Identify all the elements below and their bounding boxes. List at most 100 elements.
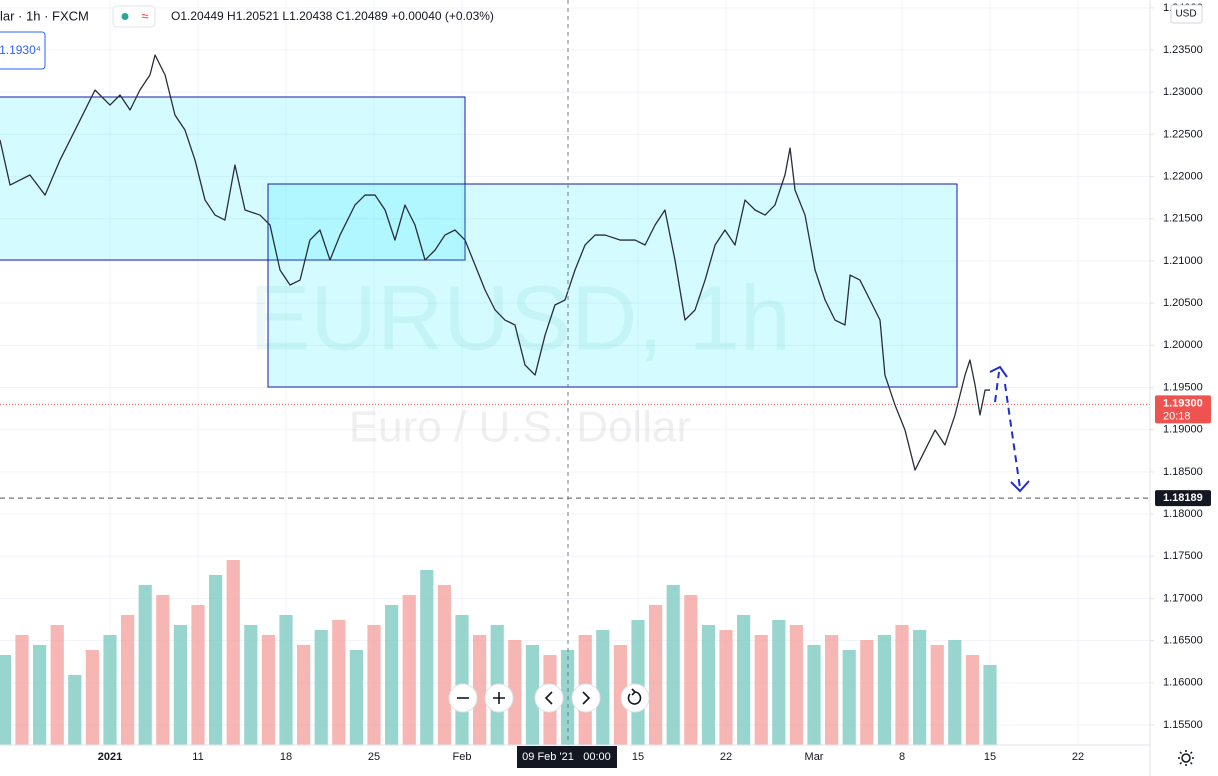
x-tick-label: Mar <box>805 751 824 763</box>
volume-bar <box>789 625 804 745</box>
ohlc: O1.20449 H1.20521 L1.20438 C1.20489 +0.0… <box>171 9 494 23</box>
drawing-rectangle[interactable] <box>267 183 958 388</box>
badge-text: ≈ <box>141 8 148 23</box>
scroll-left[interactable] <box>534 683 564 713</box>
watermark: EURUSD, 1h <box>249 267 791 369</box>
volume-bar <box>156 595 170 745</box>
volume-bar <box>138 585 152 745</box>
status-dot <box>121 13 129 20</box>
volume-bar <box>121 615 135 745</box>
volume-bar <box>473 635 487 745</box>
x-tick-label: 22 <box>720 751 732 763</box>
volume-bar <box>913 630 927 745</box>
y-tick-label: 1.20000 <box>1163 339 1203 351</box>
crosshair-date: 09 Feb '21 <box>522 751 574 763</box>
last-price-label: 1.19300 <box>1163 397 1203 409</box>
x-tick-label: 8 <box>899 751 905 763</box>
volume-bar <box>261 635 276 745</box>
volume-bar <box>719 630 733 745</box>
y-tick-label: 1.19500 <box>1163 381 1203 393</box>
volume-bar <box>68 675 82 745</box>
volume-bar <box>385 605 399 745</box>
volume-bar <box>50 625 64 745</box>
volume-bar <box>613 645 628 745</box>
x-tick-label: Feb <box>453 751 472 763</box>
volume-bar <box>983 665 997 745</box>
volume-bar <box>596 630 610 745</box>
volume-bar <box>402 595 416 745</box>
volume-bar <box>349 650 364 745</box>
y-tick-label: 1.17500 <box>1163 550 1203 562</box>
drawing-arrow[interactable] <box>994 371 1021 489</box>
scroll-right[interactable] <box>571 683 601 713</box>
symbol[interactable]: lar · 1h · FXCM <box>0 8 89 23</box>
settings[interactable] <box>1178 750 1194 766</box>
x-tick-label: 2021 <box>98 751 122 763</box>
volume-bar <box>965 655 980 745</box>
y-tick-label: 1.23500 <box>1163 44 1203 56</box>
volume-bar <box>15 635 29 745</box>
volume-bar <box>279 615 293 745</box>
currency: USD <box>1175 9 1196 20</box>
countdown: 20:18 <box>1163 410 1191 422</box>
y-tick-label: 1.16500 <box>1163 635 1203 647</box>
volume-bar <box>807 645 821 745</box>
volume-bar <box>772 620 786 745</box>
currency-button[interactable] <box>1170 4 1203 24</box>
volume-bar <box>437 585 452 745</box>
x-tick-label: 11 <box>192 751 203 763</box>
plot <box>0 54 1150 499</box>
x-tick-label: 15 <box>984 751 996 763</box>
x-tick-label: 15 <box>632 751 644 763</box>
reset[interactable] <box>620 683 650 713</box>
volume-bar <box>684 595 698 745</box>
volume-bar <box>33 645 47 745</box>
level-label: 1.18189 <box>1163 492 1203 504</box>
volume-bar <box>332 620 346 745</box>
volume <box>0 560 997 745</box>
price-box-text: 1.1930⁴ <box>0 43 41 57</box>
volume-bar <box>314 630 328 745</box>
volume-bar <box>367 625 381 745</box>
volume-bar <box>103 635 117 745</box>
watermark-sub: Euro / U.S. Dollar <box>349 403 691 452</box>
y-tick-label: 1.18000 <box>1163 508 1203 520</box>
nav-icons <box>457 688 642 705</box>
volume-bar <box>877 635 892 745</box>
y-tick-label: 1.22500 <box>1163 128 1203 140</box>
volume-bar <box>948 640 962 745</box>
y-tick-label: 1.20500 <box>1163 297 1203 309</box>
y-tick-label: 1.16000 <box>1163 677 1203 689</box>
volume-bar <box>297 645 311 745</box>
volume-bar <box>0 655 12 745</box>
crosshair-label <box>517 746 617 768</box>
price-line <box>0 54 991 471</box>
x-tick-label: 25 <box>368 751 380 763</box>
y-tick-label: 1.21000 <box>1163 255 1203 267</box>
volume-bar <box>508 640 522 745</box>
volume-bar <box>244 625 258 745</box>
arrow-head <box>989 365 1030 493</box>
volume-bar <box>631 620 645 745</box>
y-tick-label: 1.18500 <box>1163 466 1203 478</box>
y-tick-label: 1.23000 <box>1163 86 1203 98</box>
level-box <box>1155 490 1211 507</box>
volume-bar <box>895 625 909 745</box>
volume-bar <box>455 615 469 745</box>
volume-bar <box>842 650 856 745</box>
price-box[interactable] <box>0 31 46 70</box>
volume-bar <box>420 570 434 745</box>
status-badge <box>112 5 156 28</box>
volume-bar <box>701 625 716 745</box>
y-tick-label: 1.17000 <box>1163 592 1203 604</box>
volume-bar <box>737 615 751 745</box>
volume-bar <box>525 645 540 745</box>
x-tick-label: 22 <box>1072 751 1084 763</box>
nav-controls <box>448 683 650 713</box>
x-tick-label: 18 <box>280 751 292 763</box>
volume-bar <box>226 560 240 745</box>
y-tick-label: 1.15500 <box>1163 719 1203 731</box>
volume-bar <box>860 640 874 745</box>
